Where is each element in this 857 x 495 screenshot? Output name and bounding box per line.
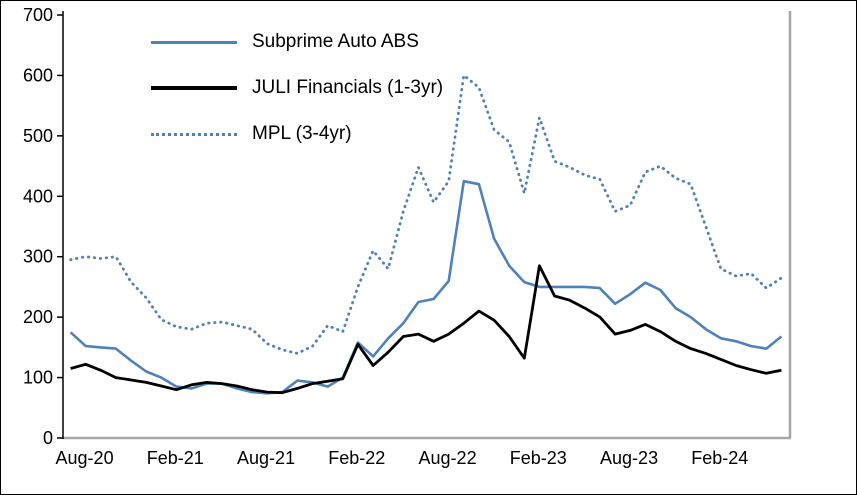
y-tick-label: 600 (23, 65, 53, 85)
x-tick-label: Feb-23 (510, 448, 567, 468)
y-tick-label: 500 (23, 126, 53, 146)
legend-label: Subprime Auto ABS (252, 31, 419, 52)
legend-line-sample-solid-black (151, 86, 237, 90)
x-tick-label: Aug-21 (237, 448, 295, 468)
x-tick-label: Feb-22 (328, 448, 385, 468)
legend-item-subprime-auto-abs: Subprime Auto ABS (151, 31, 443, 53)
legend-line-sample-dotted-blue (151, 132, 237, 136)
legend-item-juli-financials: JULI Financials (1-3yr) (151, 77, 443, 99)
legend-line-sample-solid-blue (151, 40, 237, 44)
series-line-mpl-3-4yr- (69, 74, 783, 355)
series-line-subprime-auto-abs (69, 179, 783, 395)
y-tick-label: 300 (23, 247, 53, 267)
y-tick-label: 400 (23, 186, 53, 206)
x-tick-label: Aug-23 (600, 448, 658, 468)
legend-label: JULI Financials (1-3yr) (252, 77, 444, 98)
legend-item-mpl: MPL (3-4yr) (151, 123, 443, 145)
y-tick-label: 0 (43, 428, 53, 448)
y-tick-label: 100 (23, 368, 53, 388)
legend-label: MPL (3-4yr) (252, 123, 352, 144)
x-tick-label: Aug-22 (419, 448, 477, 468)
y-tick-label: 200 (23, 307, 53, 327)
legend: Subprime Auto ABS JULI Financials (1-3yr… (151, 31, 443, 145)
x-tick-label: Feb-24 (691, 448, 748, 468)
y-tick-label: 700 (23, 5, 53, 25)
x-tick-label: Aug-20 (56, 448, 114, 468)
series-line-juli-financials-1-3yr- (70, 264, 782, 395)
x-tick-label: Feb-21 (147, 448, 204, 468)
